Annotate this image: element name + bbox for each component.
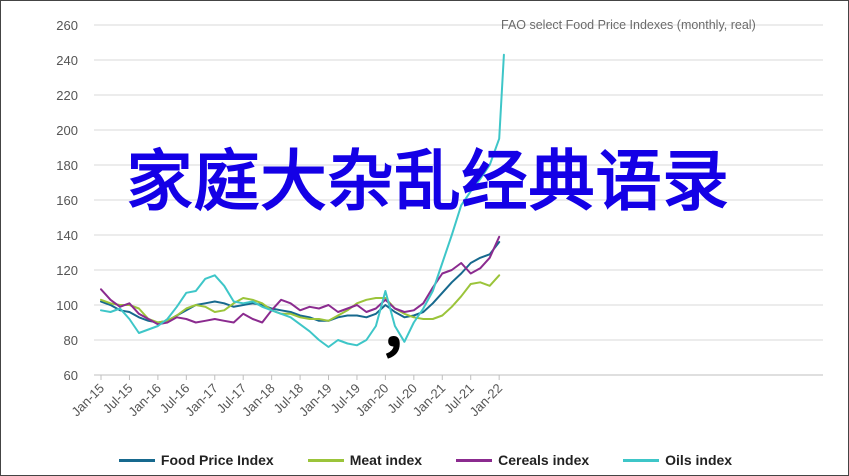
legend-swatch <box>307 458 344 462</box>
y-tick-label: 140 <box>56 228 78 243</box>
y-tick-label: 180 <box>56 158 78 173</box>
legend-swatch <box>118 458 155 462</box>
x-tick-label: Jan-22 <box>467 381 506 420</box>
chart-title: FAO select Food Price Indexes (monthly, … <box>501 18 756 32</box>
series-line-4 <box>100 53 505 348</box>
legend-label: Oils index <box>665 452 733 468</box>
x-tick-label: Jan-17 <box>182 381 221 420</box>
legend-item: Cereals index <box>456 452 589 468</box>
legend-label: Meat index <box>349 452 423 468</box>
series-line-2 <box>100 274 501 324</box>
legend-label: Food Price Index <box>160 452 274 468</box>
x-tick-label: Jan-20 <box>353 381 392 420</box>
legend-label: Cereals index <box>498 452 590 468</box>
x-tick-label: Jan-21 <box>410 381 449 420</box>
x-tick-label: Jan-16 <box>125 381 164 420</box>
legend-item: Meat index <box>307 452 423 468</box>
y-tick-label: 200 <box>56 123 78 138</box>
series-line-3 <box>100 235 501 326</box>
overlay-headline: 家庭大杂乱经典语录 <box>126 143 730 220</box>
x-tick-label: Jan-18 <box>239 381 278 420</box>
y-tick-label: 240 <box>56 53 78 68</box>
y-tick-label: 260 <box>56 18 78 33</box>
y-tick-label: 220 <box>56 88 78 103</box>
legend-swatch <box>623 458 660 462</box>
x-tick-label: Jan-15 <box>68 381 107 420</box>
legend-item: Food Price Index <box>118 452 274 468</box>
y-tick-label: 160 <box>56 193 78 208</box>
legend-swatch <box>456 458 493 462</box>
legend-item: Oils index <box>623 452 732 468</box>
overlay-punctuation: ， <box>379 296 439 366</box>
y-tick-label: 80 <box>64 333 78 348</box>
y-tick-label: 60 <box>64 368 78 383</box>
y-tick-label: 100 <box>56 298 78 313</box>
chart-legend: Food Price Index Meat index Cereals index O… <box>1 452 849 468</box>
x-tick-label: Jan-19 <box>296 381 335 420</box>
y-tick-label: 120 <box>56 263 78 278</box>
